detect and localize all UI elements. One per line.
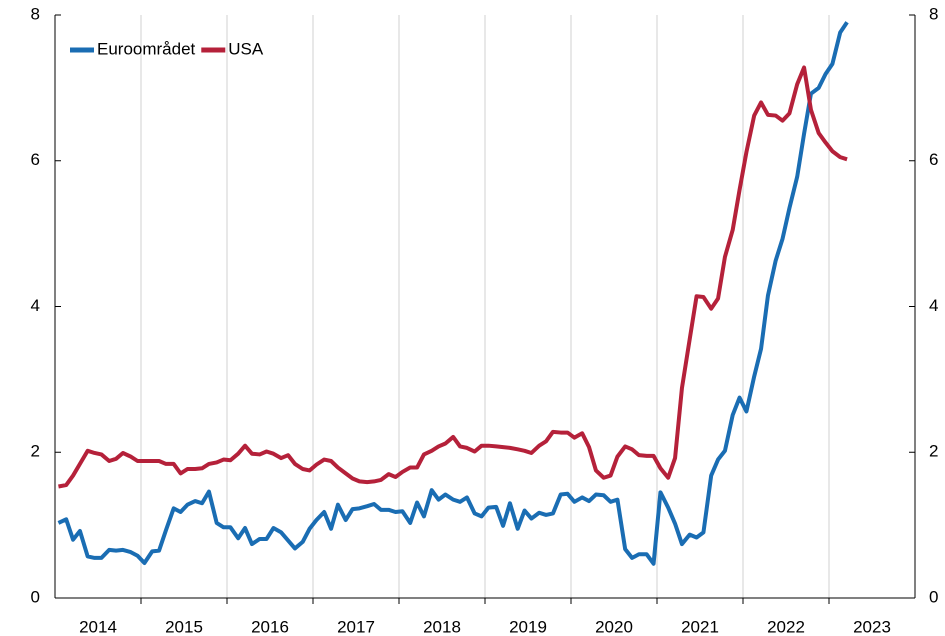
y-tick-label: 6 bbox=[31, 150, 40, 169]
x-tick-label: 2018 bbox=[423, 617, 461, 636]
legend-label: Euroområdet bbox=[97, 39, 196, 58]
x-tick-label: 2022 bbox=[767, 617, 805, 636]
y-tick-label: 4 bbox=[31, 296, 40, 315]
y2-tick-label: 2 bbox=[929, 442, 938, 461]
x-tick-label: 2016 bbox=[251, 617, 289, 636]
x-tick-label: 2017 bbox=[337, 617, 375, 636]
x-tick-label: 2020 bbox=[595, 617, 633, 636]
x-tick-label: 2023 bbox=[853, 617, 891, 636]
y2-tick-label: 6 bbox=[929, 150, 938, 169]
y2-tick-label: 0 bbox=[929, 587, 938, 606]
y2-tick-label: 4 bbox=[929, 296, 938, 315]
series-line bbox=[58, 65, 848, 489]
y-tick-label: 8 bbox=[31, 4, 40, 23]
x-tick-label: 2014 bbox=[79, 617, 117, 636]
y2-tick-label: 8 bbox=[929, 4, 938, 23]
y-tick-label: 0 bbox=[31, 587, 40, 606]
legend-label: USA bbox=[228, 39, 264, 58]
x-tick-label: 2021 bbox=[681, 617, 719, 636]
y-tick-label: 2 bbox=[31, 442, 40, 461]
x-tick-label: 2015 bbox=[165, 617, 203, 636]
series-line bbox=[57, 21, 849, 566]
x-tick-label: 2019 bbox=[509, 617, 547, 636]
